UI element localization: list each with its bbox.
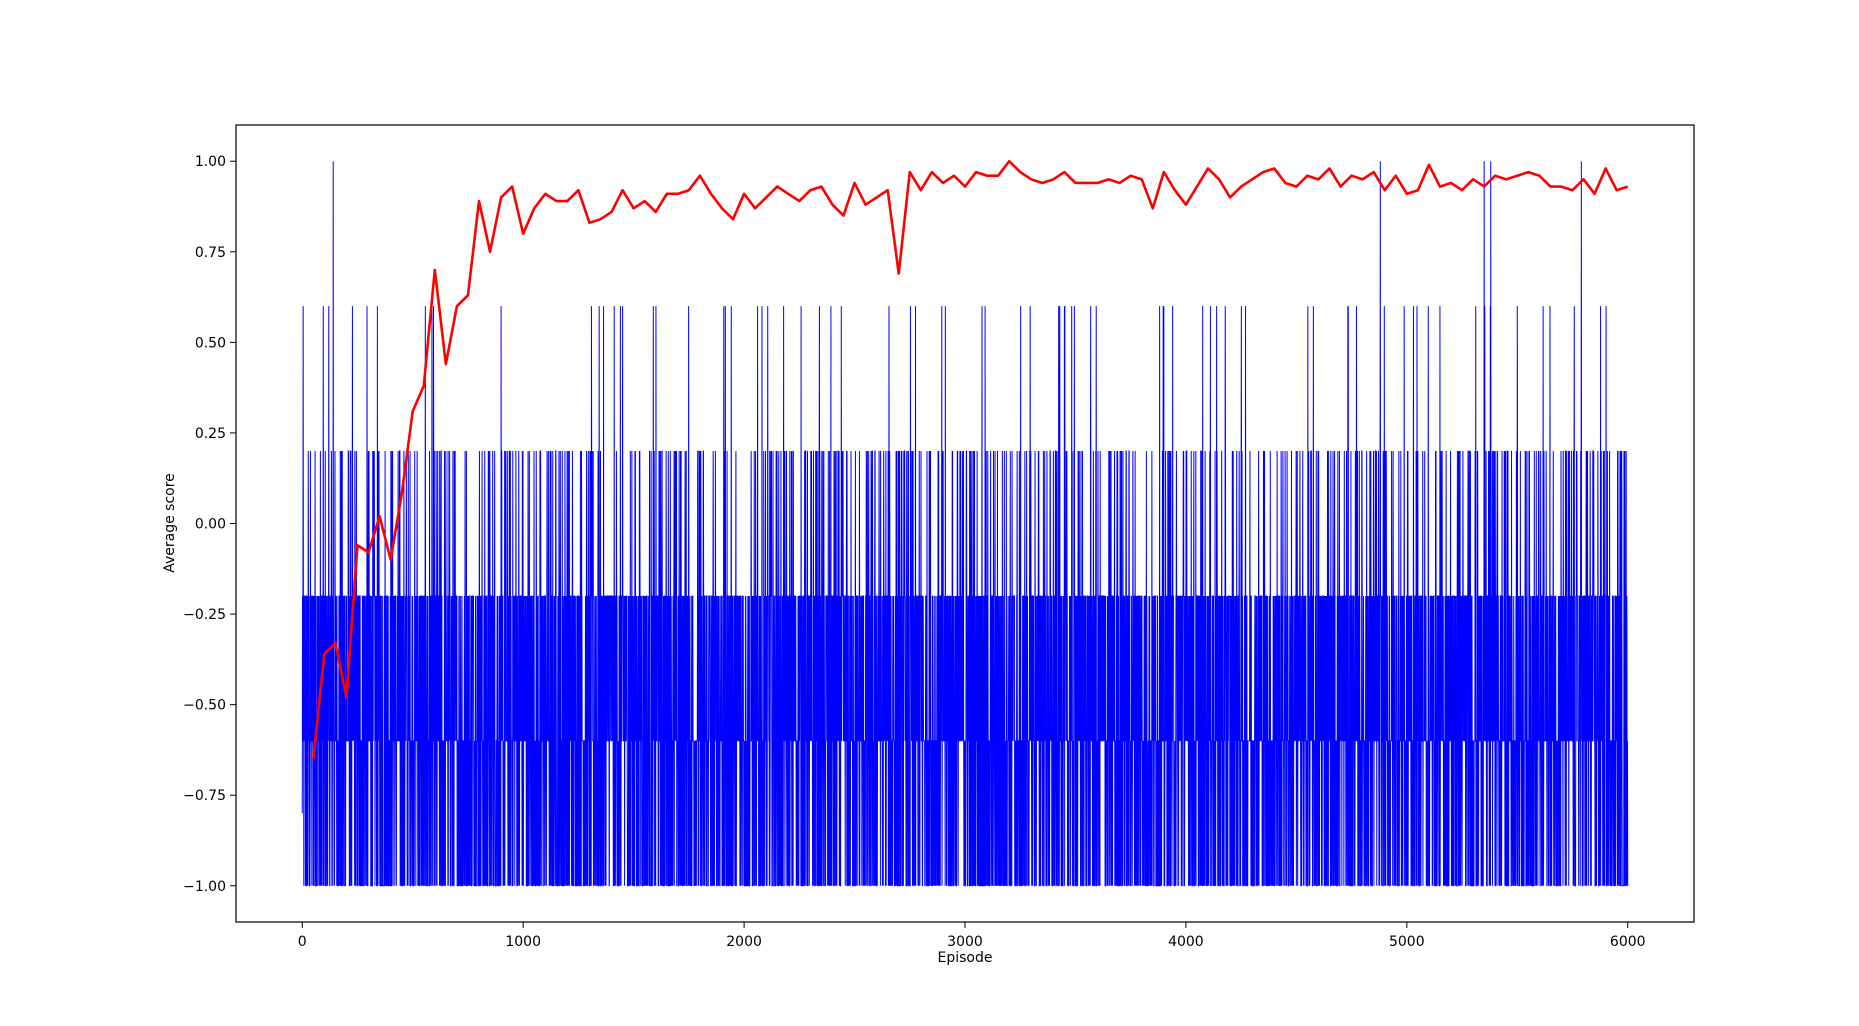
x-axis-label: Episode [938, 950, 993, 966]
x-tick-label: 4000 [1168, 934, 1204, 950]
average-score-line [312, 159, 1629, 760]
x-tick-label: 0 [298, 934, 307, 950]
raw-score-line [301, 161, 1629, 887]
y-tick-label: 0.50 [195, 335, 226, 351]
average-score-series [312, 159, 1629, 760]
raw-score-series [301, 161, 1629, 887]
x-tick-label: 3000 [947, 934, 983, 950]
x-tick-label: 1000 [505, 934, 541, 950]
y-tick-label: 0.00 [195, 517, 226, 533]
x-tick-label: 6000 [1610, 934, 1646, 950]
y-tick-label: −0.50 [183, 698, 226, 714]
x-axis: 0 1000 2000 3000 4000 5000 6000 [298, 922, 1646, 950]
y-tick-label: 1.00 [195, 154, 226, 170]
x-tick-label: 5000 [1389, 934, 1425, 950]
y-tick-label: 0.75 [195, 245, 226, 261]
y-axis-label: Average score [162, 473, 178, 573]
y-tick-label: −0.25 [183, 607, 226, 623]
x-tick-label: 2000 [726, 934, 762, 950]
y-tick-label: −1.00 [183, 879, 226, 895]
y-tick-label: 0.25 [195, 426, 226, 442]
y-axis: 1.00 0.75 0.50 0.25 0.00 −0.25 −0.50 −0.75 −1.00 [183, 154, 236, 895]
y-tick-label: −0.75 [183, 788, 226, 804]
